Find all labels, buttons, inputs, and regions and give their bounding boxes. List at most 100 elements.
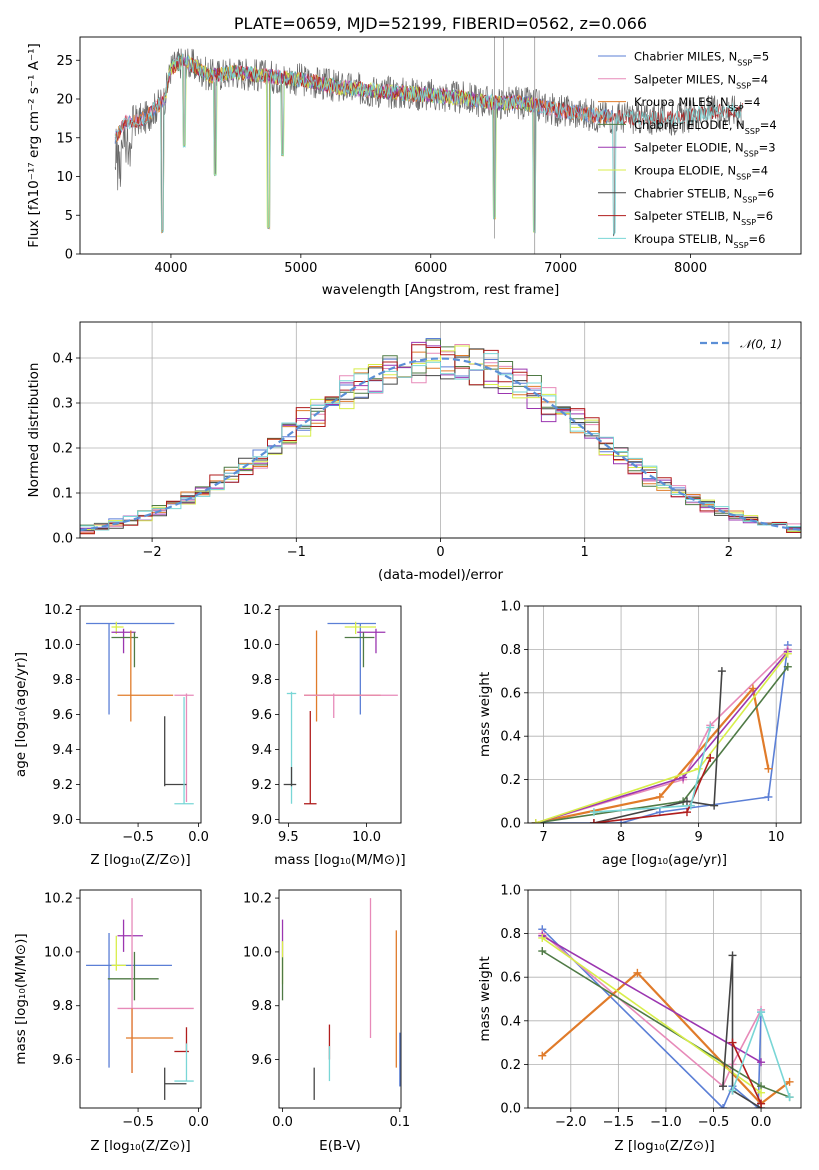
weight-vs-age-frame: [527, 605, 802, 824]
weight-vs-z-marker-salpeter_stelib: [728, 1038, 737, 1047]
weight-vs-age-ytick-label: 0.0: [500, 817, 521, 832]
mass-vs-z-ytick-label: 10.2: [44, 892, 73, 907]
weight-vs-z-marker-kroupa_stelib: [785, 1093, 794, 1102]
weight-vs-age-ytick-label: 0.6: [500, 686, 521, 701]
legend-entry-kroupa_miles: Kroupa MILES, NSSP=4: [634, 95, 760, 113]
age-vs-z-frame: [79, 605, 202, 824]
weight-vs-z-marker-chabrier_miles: [754, 1104, 763, 1108]
age-vs-z-xtick-label: −0.5: [122, 830, 154, 845]
mass-vs-ebv-xtick-label: 0.1: [389, 1115, 410, 1130]
spectrum-xtick-label: 5000: [284, 261, 317, 276]
weight-vs-z-marker-kroupa_miles: [633, 968, 642, 977]
weight-vs-age-xlabel: age [log₁₀(age/yr)]: [602, 852, 727, 868]
weight-vs-z-ytick-label: 0.4: [500, 1014, 521, 1029]
weight-vs-age-line-kroupa_miles: [535, 686, 770, 823]
spectrum-lines: [114, 37, 743, 254]
mass-vs-ebv-ytick-label: 10.2: [243, 892, 272, 907]
spectrum-frame: [79, 36, 802, 255]
spectrum-ytick-label: 0: [65, 248, 73, 263]
mass-vs-ebv-xlabel: E(B-V): [319, 1138, 361, 1154]
weight-vs-age-marker-kroupa_miles: [764, 764, 773, 773]
weight-vs-age-marker-chabrier_elodie: [783, 662, 792, 671]
weight-vs-z-marker-kroupa_stelib: [757, 1008, 766, 1017]
weight-vs-z-xlabel: Z [log₁₀(Z/Z⊙)]: [614, 1138, 714, 1154]
weight-vs-age-xtick-label: 10: [768, 830, 785, 845]
spectrum-line-kroupa_miles: [114, 54, 613, 234]
residuals-xtick-label: −1: [287, 545, 306, 560]
legend-entry-salpeter_elodie: Salpeter ELODIE, NSSP=3: [634, 141, 776, 159]
weight-vs-age-marker-salpeter_stelib: [682, 808, 691, 817]
age-vs-z-ytick-label: 10.2: [44, 603, 73, 618]
age-vs-mass-xtick-label: 10.0: [352, 830, 381, 845]
age-vs-z-xlabel: Z [log₁₀(Z/Z⊙)]: [90, 852, 190, 868]
residuals-hist-kroupa_stelib: [80, 353, 801, 536]
weight-vs-z-xtick-label: −2.0: [555, 1115, 587, 1130]
age-vs-mass-ytick-label: 9.0: [251, 813, 272, 828]
weight-vs-z-series: [538, 925, 794, 1108]
mass-vs-z-axes: −0.5 0.0 9.6 9.8 10.0 10.2: [44, 892, 209, 1130]
weight-vs-z-ylabel: mass weight: [477, 956, 493, 1041]
residuals-xtick-label: 1: [581, 545, 589, 560]
residuals-xtick-label: 0: [436, 545, 444, 560]
weight-vs-age-marker-kroupa_stelib: [686, 801, 695, 810]
residuals-frame: [79, 321, 802, 539]
age-vs-mass-xtick-label: 9.5: [278, 830, 299, 845]
age-vs-mass-axes: 9.5 10.0 9.0 9.2 9.4 9.6 9.8 10.0 10.2: [243, 603, 381, 845]
spectrum-ytick-label: 15: [56, 131, 73, 146]
residuals-xtick-label: −2: [143, 545, 162, 560]
weight-vs-age-series: [531, 641, 792, 823]
weight-vs-age-xtick-label: 8: [617, 830, 625, 845]
weight-vs-age-ytick-label: 1.0: [500, 600, 521, 615]
spectrum-xtick-label: 7000: [544, 261, 577, 276]
weight-vs-z-marker-kroupa_miles: [538, 1051, 547, 1060]
residuals-ytick-label: 0.0: [52, 532, 73, 547]
age-vs-mass-ytick-label: 9.6: [251, 708, 272, 723]
age-vs-z-ytick-label: 9.8: [52, 673, 73, 688]
weight-vs-z-ytick-label: 0.8: [500, 927, 521, 942]
legend-entry-chabrier_stelib: Chabrier STELIB, NSSP=6: [634, 186, 774, 204]
weight-vs-z-line-chabrier_stelib: [722, 955, 762, 1108]
mass-vs-z-points: [86, 898, 194, 1100]
legend-entry-kroupa_elodie: Kroupa ELODIE, NSSP=4: [634, 164, 768, 182]
spectrum-line-kroupa_stelib: [114, 53, 743, 236]
residuals-xlabel: (data-model)/error: [378, 567, 504, 583]
mass-vs-z-ytick-label: 10.0: [44, 945, 73, 960]
weight-vs-z-xtick-label: 0.0: [751, 1115, 772, 1130]
weight-vs-z-marker-chabrier_miles: [719, 1104, 727, 1108]
weight-vs-z-marker-chabrier_stelib: [728, 951, 737, 960]
age-vs-mass-xlabel: mass [log₁₀(M/M⊙)]: [274, 852, 405, 868]
residuals-normal-curve: [80, 357, 801, 532]
legend-entry-salpeter_miles: Salpeter MILES, NSSP=4: [634, 72, 768, 90]
residuals-xtick-label: 2: [725, 545, 733, 560]
weight-vs-age-ylabel: mass weight: [477, 672, 493, 757]
weight-vs-age-marker-kroupa_miles: [748, 684, 757, 693]
mass-vs-z-ytick-label: 9.8: [52, 999, 73, 1014]
spectrum-xtick-label: 4000: [154, 261, 187, 276]
age-vs-z-ytick-label: 9.4: [52, 743, 73, 758]
weight-vs-z-ytick-label: 0.6: [500, 971, 521, 986]
age-vs-z-ytick-label: 10.0: [44, 638, 73, 653]
weight-vs-z-line-kroupa_miles: [541, 971, 791, 1106]
age-vs-mass-ytick-label: 10.2: [243, 603, 272, 618]
weight-vs-z-marker-kroupa_miles: [785, 1077, 794, 1086]
age-vs-mass-ytick-label: 9.2: [251, 778, 272, 793]
weight-vs-z-axes: −2.0 −1.5 −1.0 −0.5 0.0 0.0 0.2 0.4 0.6 0.8 1.0: [500, 884, 801, 1130]
mass-vs-z-xtick-label: −0.5: [122, 1115, 154, 1130]
age-vs-z-ytick-label: 9.6: [52, 708, 73, 723]
weight-vs-z-line-salpeter_stelib: [731, 1042, 762, 1104]
weight-vs-z-xtick-label: −1.5: [603, 1115, 635, 1130]
weight-vs-z-marker-salpeter_stelib: [757, 1099, 766, 1108]
weight-vs-age-marker-kroupa_stelib: [589, 808, 598, 817]
weight-vs-z-ytick-label: 0.0: [500, 1102, 521, 1117]
mass-vs-ebv-points: [281, 898, 401, 1100]
weight-vs-age-xtick-label: 7: [539, 830, 547, 845]
weight-vs-z-line-salpeter_miles: [541, 932, 762, 1088]
residuals-ylabel: Normed distribution: [26, 363, 42, 498]
weight-vs-z-marker-kroupa_elodie: [538, 933, 547, 942]
mass-vs-ebv-xtick-label: 0.0: [272, 1115, 293, 1130]
residuals-axes: −2 −1 0 1 2 0.0 0.1 0.2 0.3 0.4: [52, 322, 801, 560]
spectrum-legend: Chabrier MILES, NSSP=5 Salpeter MILES, NS…: [598, 50, 777, 249]
weight-vs-z-ytick-label: 0.2: [500, 1058, 521, 1073]
weight-vs-age-marker-chabrier_miles: [764, 792, 773, 801]
